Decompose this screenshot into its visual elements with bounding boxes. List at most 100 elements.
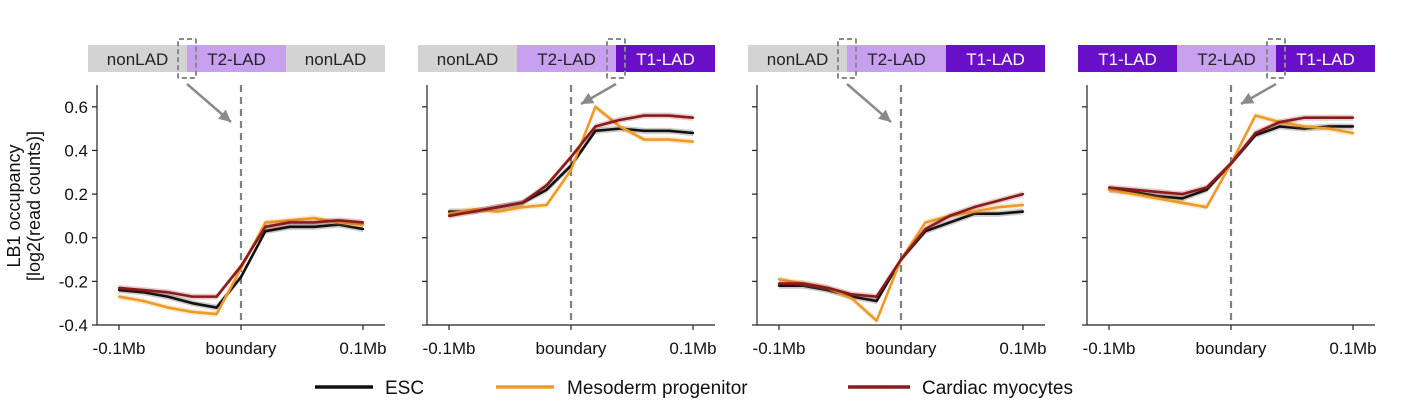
- region-label: T2-LAD: [1197, 50, 1256, 69]
- legend: ESC Mesoderm progenitor Cardiac myocytes: [315, 378, 1073, 399]
- region-label: T2-LAD: [867, 50, 926, 69]
- data-point: [875, 295, 878, 298]
- region-label: T2-LAD: [537, 50, 596, 69]
- panel-4: T1-LAD T2-LAD T1-LAD -0.1Mb boundary 0.1Mb: [1078, 38, 1377, 358]
- pointer-arrow-head: [581, 92, 595, 104]
- x-tick-label: -0.1Mb: [423, 339, 476, 358]
- data-point: [313, 216, 316, 220]
- region-segment-nonlad: [748, 45, 847, 72]
- region-segment-nonlad: [286, 45, 385, 72]
- data-point: [117, 288, 121, 292]
- data-point: [924, 221, 927, 224]
- x-tick-label: 0.1Mb: [999, 339, 1046, 358]
- data-point: [875, 299, 878, 303]
- data-point: [447, 214, 451, 218]
- data-point: [875, 319, 878, 322]
- data-point: [802, 282, 805, 285]
- data-point: [569, 155, 573, 159]
- data-point: [643, 129, 646, 133]
- data-point: [851, 293, 854, 296]
- data-point: [264, 225, 267, 229]
- y-axis-title-line1: LB1 occupancy: [4, 144, 24, 267]
- region-label: nonLAD: [107, 50, 168, 69]
- data-point: [215, 306, 218, 309]
- x-tick-label: boundary: [866, 339, 937, 358]
- y-axis-title-line2: [log2(read counts)]: [24, 131, 44, 281]
- data-point: [545, 188, 548, 191]
- data-point: [361, 223, 365, 226]
- data-point: [545, 203, 548, 207]
- data-point: [1254, 131, 1257, 135]
- data-point: [361, 221, 365, 224]
- series-cardiac-myocytes: [117, 217, 365, 300]
- boundary-bracket: [837, 38, 857, 79]
- data-point: [973, 212, 976, 215]
- series-band: [119, 217, 363, 300]
- y-tick-label: 0.2: [64, 185, 88, 204]
- data-point: [569, 168, 573, 172]
- data-point: [643, 138, 646, 141]
- data-point: [1107, 186, 1111, 189]
- region-segment-t2-lad: [847, 45, 946, 72]
- data-point: [1021, 210, 1025, 213]
- data-point: [142, 299, 145, 303]
- data-point: [1351, 116, 1355, 119]
- data-point: [142, 291, 145, 294]
- data-point: [239, 275, 243, 279]
- data-point: [472, 210, 475, 213]
- data-point: [826, 286, 829, 290]
- data-point: [1156, 197, 1160, 200]
- data-point: [1303, 116, 1306, 119]
- data-point: [117, 295, 121, 298]
- data-point: [691, 131, 695, 135]
- data-point: [1254, 114, 1257, 117]
- data-point: [447, 212, 451, 215]
- legend-label: ESC: [385, 378, 424, 399]
- x-tick-label: 0.1Mb: [669, 339, 716, 358]
- data-point: [777, 277, 781, 281]
- data-point: [851, 297, 854, 301]
- y-tick-label: -0.2: [59, 272, 88, 291]
- x-tick-label: -0.1Mb: [1083, 339, 1136, 358]
- region-segment-t1-lad: [616, 45, 715, 72]
- data-point: [618, 118, 621, 122]
- data-point: [1327, 127, 1330, 130]
- data-point: [1303, 127, 1306, 130]
- x-tick-label: 0.1Mb: [1329, 339, 1376, 358]
- data-point: [142, 288, 145, 292]
- series-cardiac-myocytes: [777, 191, 1025, 300]
- data-point: [1156, 190, 1160, 194]
- data-point: [545, 184, 548, 187]
- data-point: [1303, 125, 1306, 128]
- region-label: T2-LAD: [207, 50, 266, 69]
- region-label: T1-LAD: [1296, 50, 1355, 69]
- data-point: [1181, 192, 1184, 196]
- data-point: [1351, 131, 1355, 135]
- series-cardiac-myocytes: [1107, 114, 1355, 198]
- pointer-arrow-head: [217, 109, 231, 122]
- data-point: [191, 301, 194, 305]
- data-point: [166, 295, 169, 298]
- data-point: [997, 199, 1000, 202]
- legend-label: Mesoderm progenitor: [567, 378, 748, 399]
- region-label: nonLAD: [305, 50, 366, 69]
- series-mesoderm-progenitor: [447, 103, 695, 217]
- data-point: [1327, 125, 1330, 128]
- data-point: [215, 295, 218, 298]
- data-point: [496, 210, 499, 213]
- panel-1: nonLAD T2-LAD nonLAD -0.4 -0.2 0.0 0.2 0.4 0.6 -0…: [59, 38, 387, 358]
- pointer-arrow-head: [1241, 92, 1255, 104]
- region-segment-t1-lad: [1276, 45, 1375, 72]
- data-point: [288, 221, 291, 224]
- panel-3: nonLAD T2-LAD T1-LAD -0.1Mb boundary 0.1Mb: [748, 38, 1047, 358]
- legend-label: Cardiac myocytes: [922, 378, 1073, 399]
- data-point: [997, 212, 1000, 215]
- data-point: [924, 227, 927, 231]
- region-segment-t1-lad: [1078, 45, 1177, 72]
- data-point: [521, 201, 524, 205]
- data-point: [594, 125, 597, 128]
- data-point: [361, 227, 365, 231]
- x-tick-label: -0.1Mb: [753, 339, 806, 358]
- y-tick-label: 0.0: [64, 229, 88, 248]
- data-point: [1205, 188, 1208, 191]
